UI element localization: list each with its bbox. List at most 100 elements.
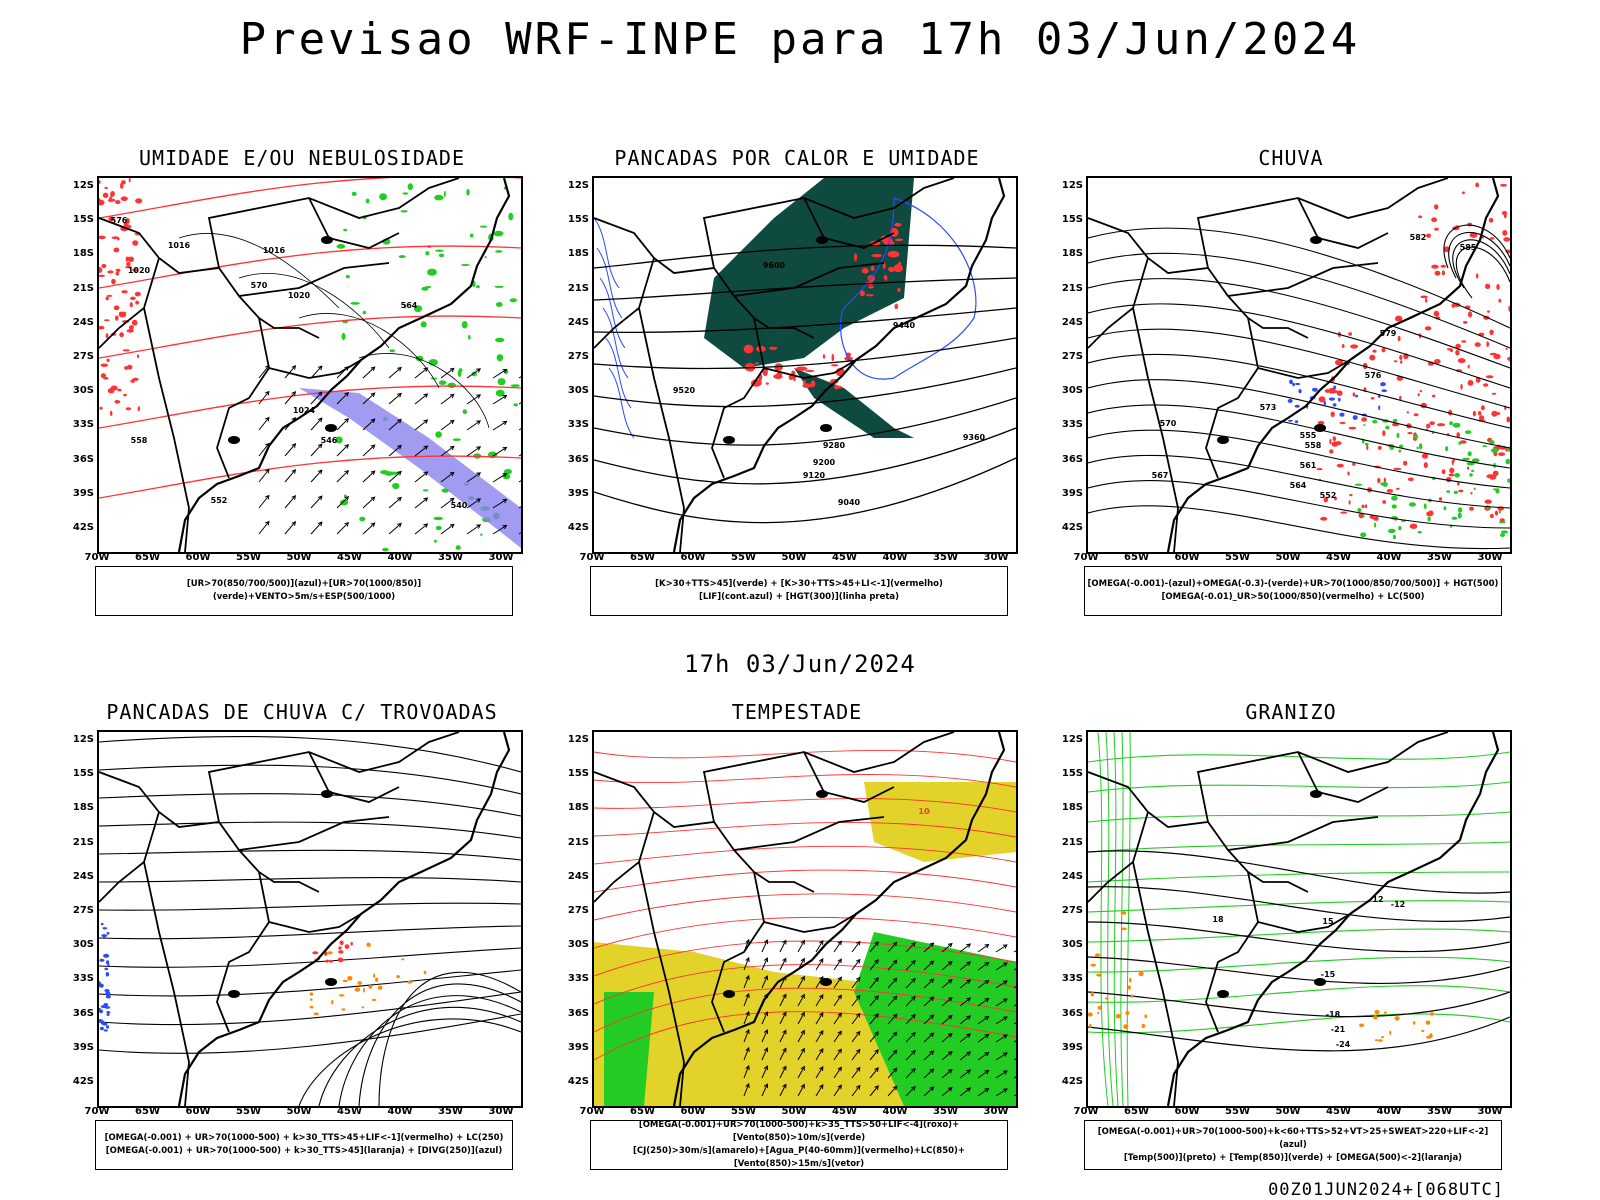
shaded-area: [1383, 477, 1386, 484]
wind-vector: [779, 1065, 787, 1079]
shaded-area: [447, 382, 456, 388]
shaded-area: [1329, 449, 1334, 454]
shaded-area: [422, 489, 429, 492]
shaded-area: [1363, 424, 1366, 427]
wind-vector: [995, 1052, 1008, 1061]
shaded-area: [1474, 342, 1481, 347]
shaded-area: [1489, 329, 1494, 335]
contour-label: 555: [1300, 431, 1317, 440]
wind-vector: [959, 961, 972, 971]
contour-line: [1097, 732, 1109, 1106]
wind-vector: [923, 1014, 935, 1025]
shaded-area: [493, 230, 504, 237]
wind-vector: [797, 1065, 805, 1079]
longitude-tick-label: 50W: [286, 1106, 312, 1117]
wind-vector: [851, 1012, 861, 1025]
country-border: [763, 359, 857, 379]
shaded-area: [1451, 516, 1458, 520]
shaded-area: [368, 985, 373, 989]
country-border: [763, 913, 857, 933]
footer-run-label: 00Z01JUN2024+[068UTC]: [1268, 1180, 1504, 1200]
shaded-area: [1493, 353, 1501, 360]
shaded-area: [1502, 230, 1508, 236]
latitude-tick-label: 42S: [567, 522, 589, 533]
legend-line: [OMEGA(-0.001) + UR>70(1000-500) + k>30_…: [104, 1133, 504, 1143]
shaded-area: [1485, 283, 1491, 289]
country-border: [99, 771, 320, 893]
shaded-area: [495, 337, 505, 343]
wind-vector: [779, 1011, 787, 1025]
shaded-area: [1431, 217, 1438, 222]
shaded-area: [1123, 1024, 1129, 1029]
shaded-area: [404, 304, 407, 309]
longitude-tick-label: 30W: [488, 552, 514, 563]
shaded-area: [1471, 469, 1475, 472]
shaded-area: [1330, 411, 1335, 418]
shaded-area: [129, 302, 133, 308]
wind-vector: [1013, 1022, 1016, 1025]
shaded-area: [1347, 471, 1350, 476]
wind-vector: [388, 418, 402, 431]
wind-vector: [995, 1088, 1008, 1097]
wind-vector: [833, 1048, 842, 1061]
shaded-area: [1445, 446, 1449, 452]
country-border: [216, 871, 270, 1033]
shaded-area: [1312, 387, 1318, 392]
shaded-area: [1120, 911, 1127, 915]
panel-pancadas-calor: PANCADAS POR CALOR E UMIDADE 12S 15S 18S 21S…: [562, 146, 1032, 646]
contour-label: 576: [111, 216, 128, 225]
shaded-area: [1417, 393, 1420, 397]
shaded-area: [776, 371, 782, 379]
shaded-area: [1456, 432, 1460, 438]
contour-line: [99, 849, 521, 861]
country-border: [143, 861, 190, 1106]
shaded-area: [132, 268, 138, 272]
shaded-area: [1287, 398, 1293, 403]
wind-vector: [310, 469, 323, 483]
coastline: [177, 732, 511, 1106]
shaded-area: [115, 200, 121, 205]
shaded-area: [1393, 467, 1402, 471]
wind-vector: [869, 1013, 879, 1025]
shaded-area: [1469, 232, 1478, 238]
wind-vector: [743, 956, 750, 971]
shaded-area: [1452, 422, 1461, 428]
contour-label: 9360: [963, 433, 986, 442]
shaded-area: [1340, 511, 1348, 514]
shaded-area: [338, 994, 345, 997]
shaded-area: [1088, 1012, 1093, 1017]
wind-vector: [258, 468, 270, 483]
contour-line: [99, 1013, 521, 1054]
shaded-area: [1458, 441, 1462, 445]
contour-line: [1088, 454, 1510, 509]
country-border: [1257, 359, 1351, 379]
wind-vector: [336, 495, 350, 509]
shaded-area: [1416, 446, 1419, 450]
longitude-tick-label: 30W: [983, 552, 1009, 563]
shaded-area: [1473, 487, 1476, 491]
shaded-area: [480, 533, 483, 536]
latitude-tick-label: 27S: [1061, 905, 1083, 916]
wind-vector: [797, 1029, 805, 1043]
wind-vector: [779, 957, 787, 971]
longitude-tick-label: 40W: [882, 1106, 908, 1117]
wind-vector: [977, 1015, 990, 1025]
wind-vector: [362, 444, 376, 457]
shaded-area: [396, 975, 400, 979]
map-area: 1016 1016 1020 1020 1024 576 570 564 558 552 546 54…: [97, 176, 523, 554]
shaded-area: [343, 494, 347, 498]
contour-line: [1088, 886, 1510, 922]
wind-vector: [887, 959, 898, 971]
latitude-tick-label: 21S: [1061, 836, 1083, 848]
wind-vector: [743, 1082, 750, 1097]
longitude-tick-label: 45W: [337, 1106, 362, 1117]
shaded-area: [1328, 387, 1336, 394]
wind-vector: [797, 993, 805, 1007]
longitude-tick-label: 65W: [135, 552, 160, 563]
shaded-area: [1352, 415, 1358, 420]
contour-label: 9200: [813, 458, 836, 467]
shaded-area: [743, 344, 754, 354]
contour-line: [594, 217, 620, 289]
shaded-area: [1507, 356, 1510, 361]
wind-vector: [995, 998, 1008, 1007]
